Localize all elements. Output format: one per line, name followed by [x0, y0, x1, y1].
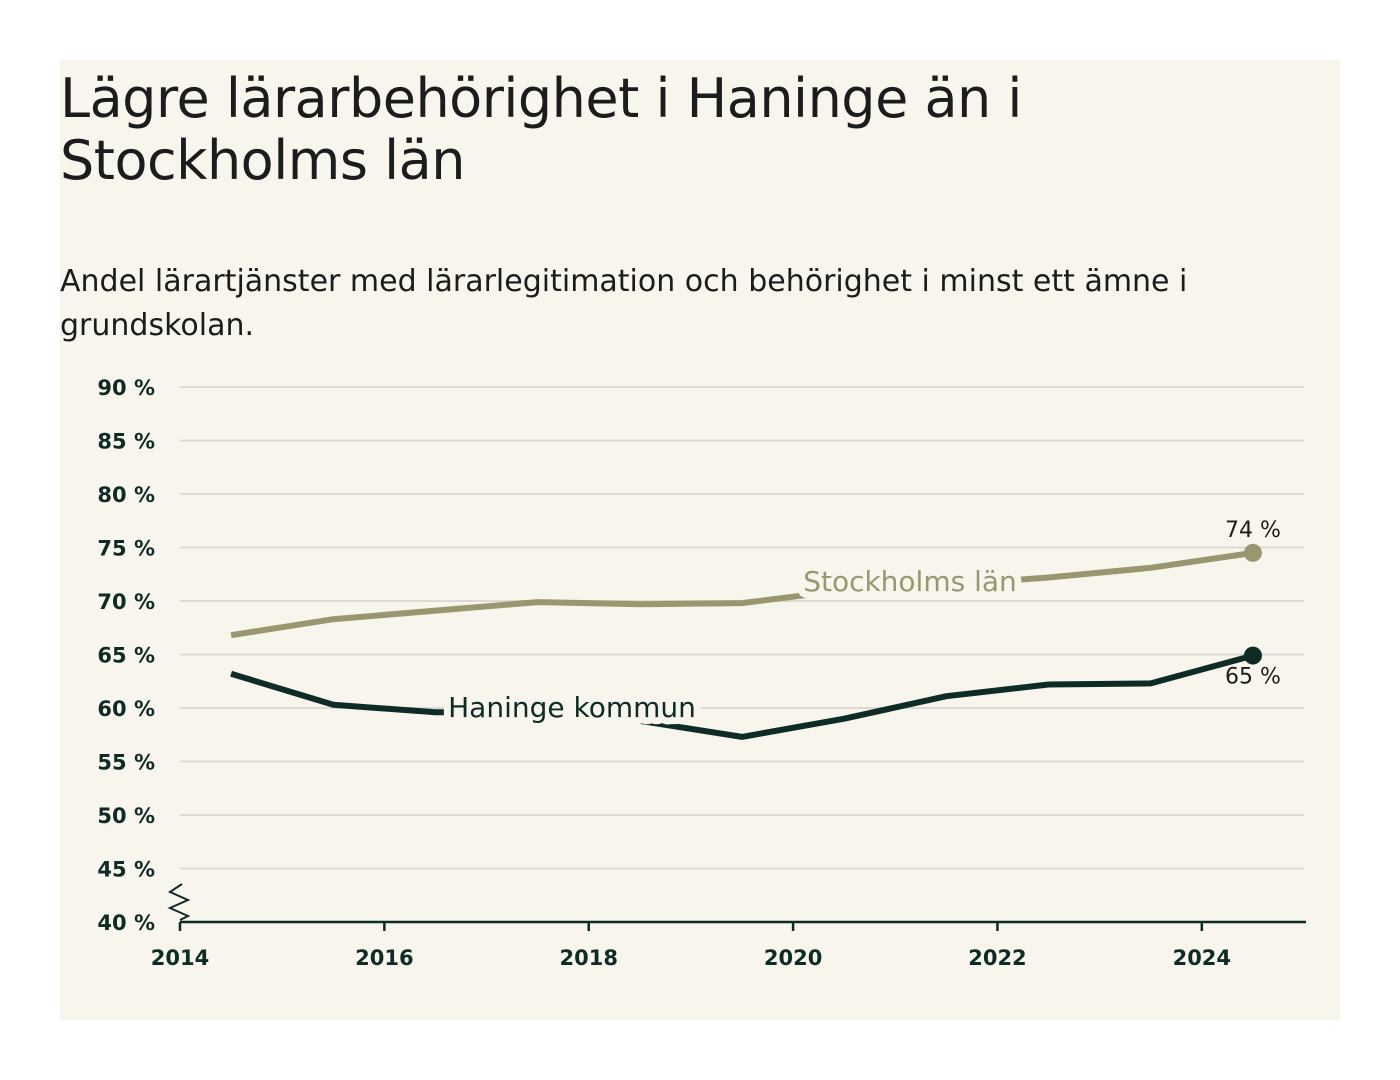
y-tick-label: 55 %	[97, 751, 155, 775]
chart-title: Lägre lärarbehörighet i Haninge än i Sto…	[60, 67, 1022, 192]
y-tick-label: 50 %	[97, 804, 155, 828]
x-tick-label: 2014	[151, 946, 209, 970]
chart-subtitle: Andel lärartjänster med lärarlegitimatio…	[60, 264, 1188, 343]
x-axis: 2014 2016 2018 2020 2022 2024	[151, 920, 1306, 970]
y-tick-label: 45 %	[97, 858, 155, 882]
y-axis-ticks: 40 % 45 % 50 % 55 % 60 % 65 % 70 % 75 % 80 % 85 %…	[97, 376, 191, 935]
x-tick-label: 2020	[764, 946, 822, 970]
series-name-label: Stockholms län	[803, 565, 1017, 598]
series-line-1	[230, 549, 1254, 639]
x-tick-label: 2022	[968, 946, 1026, 970]
series-end-label: 74 %	[1225, 518, 1281, 543]
y-tick-label: 80 %	[97, 483, 155, 507]
series-end-point	[1243, 543, 1262, 562]
x-tick-label: 2016	[355, 946, 413, 970]
y-tick-label: 40 %	[97, 911, 155, 935]
axis-break-icon	[167, 883, 191, 921]
series-line-2	[230, 652, 1254, 740]
y-tick-label: 60 %	[97, 697, 155, 721]
series-lines	[230, 543, 1262, 740]
grid-lines	[180, 386, 1304, 870]
y-tick-label: 75 %	[97, 537, 155, 561]
y-tick-label: 65 %	[97, 644, 155, 668]
y-tick-label: 90 %	[97, 376, 155, 400]
series-name-label: Haninge kommun	[448, 691, 696, 724]
series-labels: 74 % 65 % Stockholms län Haninge kommun	[441, 518, 1281, 731]
x-tick-label: 2018	[560, 946, 618, 970]
series-end-label: 65 %	[1225, 665, 1281, 690]
x-tick-label: 2024	[1173, 946, 1231, 970]
y-tick-label: 70 %	[97, 590, 155, 614]
chart-card: Lägre lärarbehörighet i Haninge än i Sto…	[60, 60, 1340, 1020]
series-end-point	[1243, 646, 1262, 665]
y-tick-label: 85 %	[97, 430, 155, 454]
